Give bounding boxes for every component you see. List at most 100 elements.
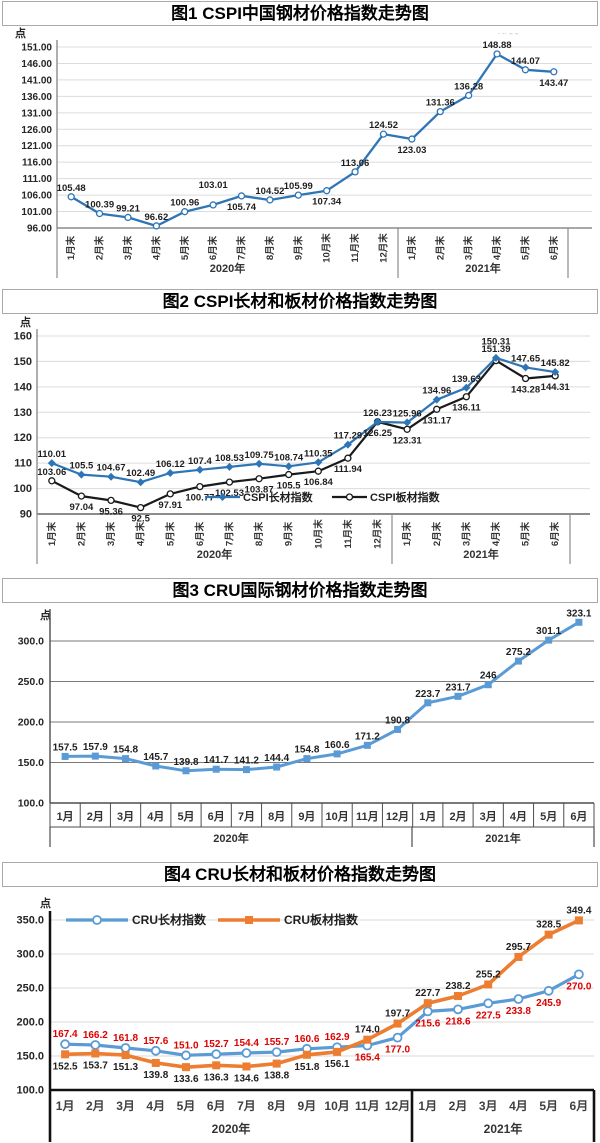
y-axis-unit-label: 点: [15, 26, 26, 40]
data-point-label: 107.34: [312, 197, 342, 208]
x-tick-label: 3月: [116, 1099, 135, 1113]
data-point-marker: [373, 417, 382, 426]
data-point-label: 107.4: [188, 456, 212, 467]
data-point-marker: [424, 699, 432, 707]
y-tick-label: 106.00: [21, 191, 52, 202]
data-point-marker: [120, 1043, 131, 1053]
data-point-label: 177.0: [385, 1045, 410, 1056]
data-point-marker: [273, 763, 281, 771]
data-point-label: 110.35: [304, 448, 333, 459]
data-point-label: 349.4: [566, 905, 591, 916]
data-point-label: 105.48: [57, 183, 86, 194]
y-tick-label: 350.0: [16, 915, 44, 927]
data-point-label: 174.0: [355, 1025, 380, 1036]
x-tick-label: 4月末: [490, 521, 502, 546]
data-point-marker: [61, 752, 69, 760]
x-tick-label: 3月末: [105, 521, 117, 546]
data-point-marker: [363, 741, 371, 749]
series-line: [63, 972, 581, 1057]
x-tick-label: 4月末: [135, 521, 147, 546]
year-label: 2020年: [213, 831, 248, 845]
data-point-marker: [166, 490, 174, 498]
data-point-label: 109.75: [245, 450, 275, 461]
x-tick-label: 11月末: [349, 233, 361, 263]
data-point-marker: [483, 998, 494, 1009]
x-tick-label: 5月末: [164, 521, 176, 546]
data-point-marker: [225, 478, 234, 486]
y-tick-label: 111.00: [23, 174, 53, 185]
y-tick-label: 300.0: [16, 949, 44, 961]
data-point-marker: [333, 750, 341, 758]
y-tick-label: 96.00: [27, 224, 52, 235]
data-point-label: 131.36: [426, 98, 455, 109]
data-point-marker: [493, 50, 501, 58]
data-point-marker: [272, 1059, 281, 1068]
y-tick-label: 160: [14, 330, 32, 342]
data-point-marker: [393, 1019, 402, 1028]
data-point-marker: [242, 1062, 251, 1071]
y-tick-label: 120: [14, 432, 32, 444]
data-point-label: 126.25: [363, 428, 393, 439]
data-point-label: 156.1: [325, 1059, 350, 1070]
data-point-marker: [242, 766, 250, 774]
data-point-marker: [363, 1035, 372, 1044]
x-tick-label: 3月末: [122, 235, 134, 260]
data-point-marker: [284, 462, 293, 471]
x-tick-label: 2月末: [94, 235, 106, 260]
data-point-marker: [323, 187, 331, 195]
y-tick-label: 126.00: [21, 125, 52, 136]
y-tick-label: 150: [14, 356, 32, 368]
x-tick-label: 1月末: [401, 521, 413, 546]
data-point-marker: [77, 470, 86, 479]
y-tick-label: 100: [14, 483, 32, 495]
chart-1-title: 图1 CSPI中国钢材价格指数走势图: [2, 1, 598, 26]
legend-label: CRU长材指数: [132, 912, 207, 927]
year-label: 2021年: [485, 831, 520, 845]
data-point-marker: [513, 994, 524, 1004]
x-tick-label: 2月: [87, 810, 104, 823]
series-line: [50, 359, 557, 509]
x-tick-label: 1月: [418, 1099, 437, 1113]
data-point-label: 143.47: [539, 78, 568, 89]
data-point-label: 97.04: [70, 502, 94, 513]
x-tick-label: 1月末: [406, 235, 418, 260]
x-tick-label: 4月末: [491, 235, 503, 260]
x-tick-label: 2月末: [75, 521, 87, 546]
faint-artifact: · ·· – –: [498, 31, 519, 38]
data-point-marker: [122, 755, 130, 763]
y-axis-unit-label: 点: [40, 896, 51, 910]
data-point-marker: [196, 482, 204, 491]
data-point-label: 227.7: [415, 988, 440, 999]
data-point-marker: [107, 472, 116, 481]
data-point-label: 106.12: [156, 459, 185, 470]
x-tick-label: 1月末: [46, 521, 58, 546]
year-label: 2020年: [197, 547, 232, 561]
data-point-label: 103.87: [245, 485, 274, 496]
data-point-marker: [432, 395, 441, 404]
data-point-label: 136.3: [204, 1072, 229, 1083]
data-point-label: 157.6: [143, 1036, 168, 1047]
data-point-label: 165.4: [355, 1053, 380, 1064]
x-tick-label: 2月: [449, 1099, 468, 1113]
x-tick-label: 4月: [146, 1099, 165, 1113]
data-point-label: 270.0: [566, 981, 591, 992]
data-point-marker: [351, 168, 359, 176]
x-tick-label: 2月末: [434, 235, 446, 260]
x-tick-label: 9月末: [283, 521, 295, 546]
data-point-marker: [136, 503, 145, 512]
data-point-label: 139.8: [143, 1070, 168, 1081]
data-point-marker: [95, 209, 104, 218]
data-point-marker: [464, 91, 473, 100]
x-tick-label: 6月末: [207, 235, 219, 260]
data-point-marker: [92, 915, 102, 925]
x-tick-label: 4月: [147, 810, 164, 823]
x-tick-label: 7月: [237, 1099, 256, 1113]
y-tick-label: 250.0: [18, 676, 44, 688]
data-point-marker: [150, 1045, 161, 1056]
data-point-label: 104.52: [255, 186, 284, 197]
chart-2-section: 图2 CSPI长材和板材价格指数走势图 点 160 150 140 130 120 110 1…: [0, 289, 600, 577]
x-tick-label: 11月末: [342, 519, 354, 549]
data-point-marker: [454, 992, 462, 1001]
x-tick-label: 6月末: [548, 235, 560, 260]
